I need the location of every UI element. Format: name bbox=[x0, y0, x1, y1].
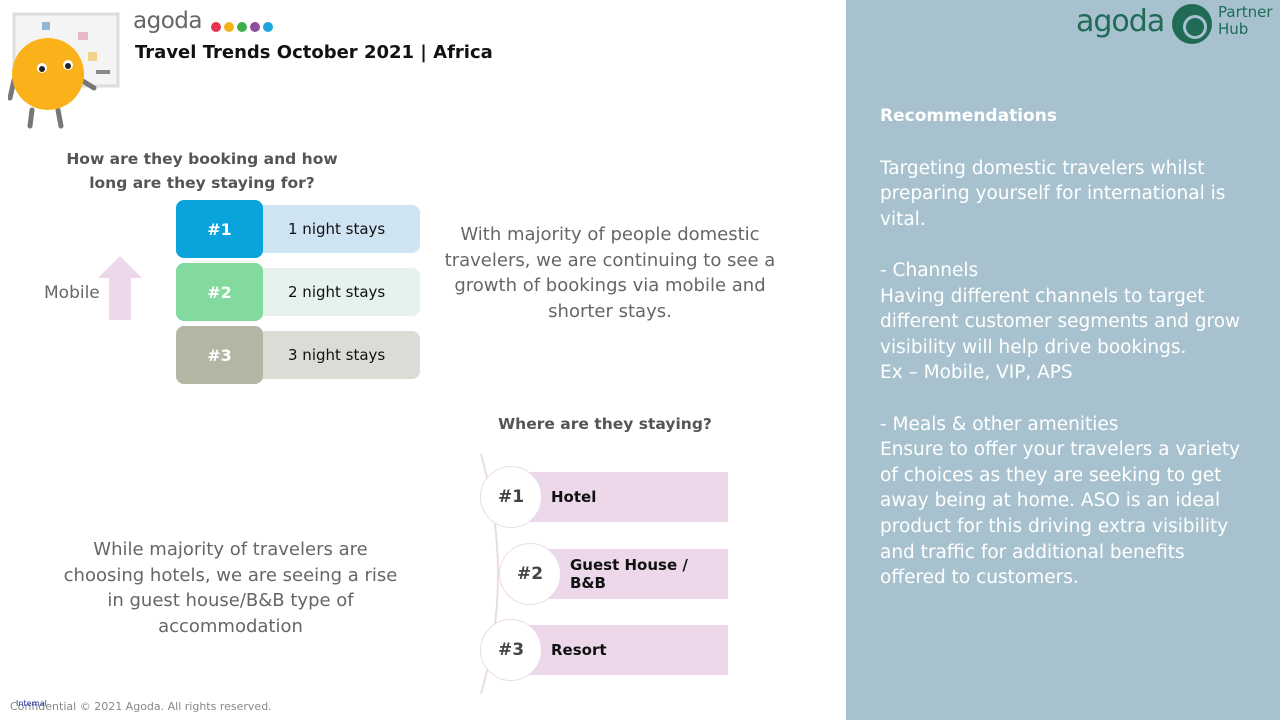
booking-rank-1: #1 1 night stays bbox=[176, 200, 420, 258]
footer-internal-label: Internal bbox=[16, 699, 47, 708]
arrow-up-icon bbox=[98, 256, 142, 320]
staying-rank-1: Hotel #1 bbox=[480, 466, 728, 528]
staying-rank-2: Guest House / B&B #2 bbox=[499, 543, 728, 605]
partner-logo-word: agoda bbox=[1076, 4, 1165, 39]
partner-hub-logo: agoda Partner Hub bbox=[1076, 4, 1276, 44]
mascot-illustration bbox=[8, 12, 120, 129]
booking-rank-2: #2 2 night stays bbox=[176, 263, 420, 321]
rank-label: 2 night stays bbox=[256, 268, 420, 316]
logo-dot bbox=[211, 22, 221, 32]
rank-badge: #1 bbox=[176, 200, 263, 258]
recommendations-text: Recommendations Targeting domestic trave… bbox=[880, 104, 1250, 591]
partner-hub-icon bbox=[1172, 4, 1212, 44]
stay-rank-badge: #3 bbox=[480, 619, 542, 681]
stay-label: Guest House / B&B bbox=[539, 549, 728, 599]
meals-heading: - Meals & other amenities bbox=[880, 413, 1119, 435]
channels-heading: - Channels bbox=[880, 259, 979, 281]
booking-question: How are they booking and how long are th… bbox=[66, 150, 338, 192]
meals-text: Ensure to offer your travelers a variety… bbox=[880, 439, 1241, 589]
logo-dot bbox=[263, 22, 273, 32]
stay-rank-badge: #1 bbox=[480, 466, 542, 528]
recommendations-title: Recommendations bbox=[880, 106, 1057, 126]
partner-line1: Partner bbox=[1218, 3, 1273, 21]
recommendations-panel bbox=[846, 0, 1280, 720]
agoda-logo-dots bbox=[211, 17, 276, 32]
mobile-label: Mobile bbox=[44, 283, 100, 303]
booking-description: With majority of people domestic travele… bbox=[444, 224, 776, 322]
rank-label: 1 night stays bbox=[256, 205, 420, 253]
recommendations-intro: Targeting domestic travelers whilst prep… bbox=[880, 157, 1226, 230]
channels-text: Having different channels to target diff… bbox=[880, 285, 1241, 384]
partner-line2: Hub bbox=[1218, 20, 1249, 38]
logo-dot bbox=[224, 22, 234, 32]
stay-label: Hotel bbox=[520, 472, 728, 522]
rank-badge: #3 bbox=[176, 326, 263, 384]
booking-rank-3: #3 3 night stays bbox=[176, 326, 420, 384]
stay-label: Resort bbox=[520, 625, 728, 675]
footer-copyright: Confidential © 2021 Agoda. All rights re… bbox=[10, 700, 272, 713]
staying-rank-3: Resort #3 bbox=[480, 619, 728, 681]
logo-dot bbox=[237, 22, 247, 32]
page-title: Travel Trends October 2021 | Africa bbox=[135, 42, 493, 63]
staying-description: While majority of travelers are choosing… bbox=[63, 539, 398, 637]
agoda-logo: agoda bbox=[133, 8, 202, 34]
stay-rank-badge: #2 bbox=[499, 543, 561, 605]
staying-question: Where are they staying? bbox=[498, 415, 712, 433]
rank-label: 3 night stays bbox=[256, 331, 420, 379]
rank-badge: #2 bbox=[176, 263, 263, 321]
logo-dot bbox=[250, 22, 260, 32]
partner-hub-text: Partner Hub bbox=[1218, 4, 1273, 38]
